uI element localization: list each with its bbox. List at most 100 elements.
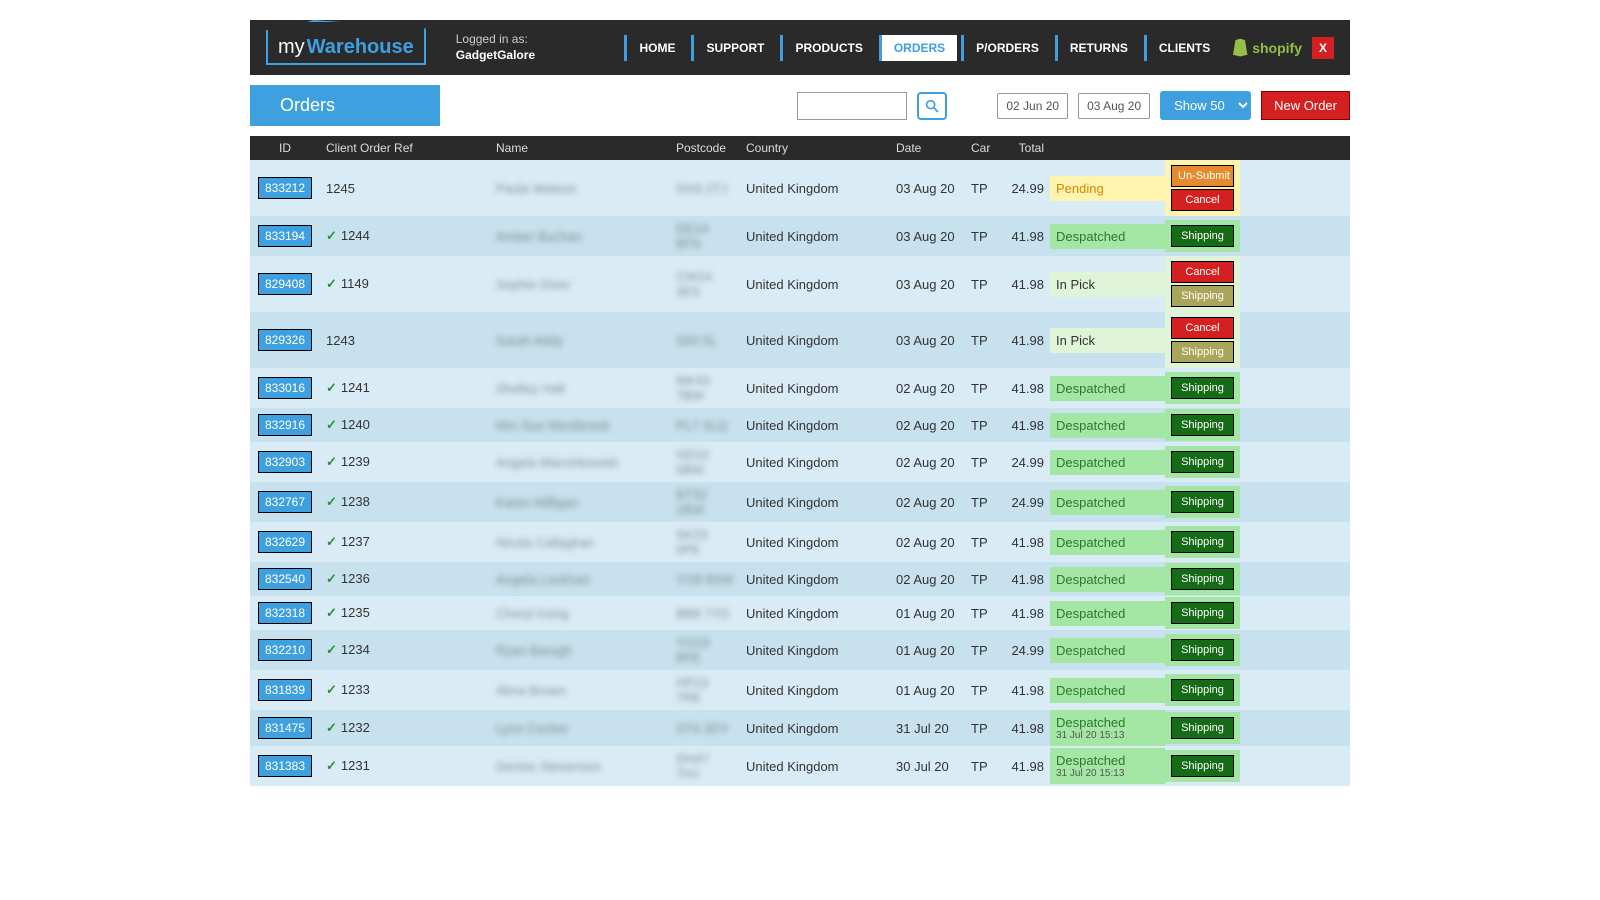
close-button[interactable]: X: [1312, 37, 1334, 59]
order-id-button[interactable]: 833212: [258, 177, 312, 199]
top-bar: myWarehouse Logged in as: GadgetGalore H…: [250, 20, 1350, 75]
status-cell: Pending: [1050, 176, 1165, 201]
order-id-button[interactable]: 829326: [258, 329, 312, 351]
shipping-button[interactable]: Shipping: [1171, 491, 1234, 513]
order-id-button[interactable]: 832629: [258, 531, 312, 553]
new-order-button[interactable]: New Order: [1261, 91, 1350, 120]
col-id: ID: [250, 136, 320, 160]
order-id-button[interactable]: 832210: [258, 639, 312, 661]
shipping-button[interactable]: Shipping: [1171, 451, 1234, 473]
nav-clients[interactable]: CLIENTS: [1144, 35, 1222, 61]
search-input[interactable]: [797, 92, 907, 120]
carrier: TP: [965, 716, 1000, 741]
table-row: 833212 1245 Paula Watson DH3 2TJ United …: [250, 160, 1350, 216]
logo[interactable]: myWarehouse: [266, 30, 426, 65]
status-cell: Despatched: [1050, 638, 1165, 663]
order-id-button[interactable]: 832318: [258, 602, 312, 624]
unsubmit-button[interactable]: Un-Submit: [1171, 165, 1234, 187]
postcode: DH47 7HJ: [676, 751, 709, 781]
order-id-button[interactable]: 832916: [258, 414, 312, 436]
carrier: TP: [965, 530, 1000, 555]
shipping-button[interactable]: Shipping: [1171, 341, 1234, 363]
country: United Kingdom: [740, 567, 890, 592]
order-id-button[interactable]: 832903: [258, 451, 312, 473]
order-id-button[interactable]: 829408: [258, 273, 312, 295]
order-total: 24.99: [1000, 176, 1050, 201]
carrier: TP: [965, 450, 1000, 475]
cancel-button[interactable]: Cancel: [1171, 317, 1234, 339]
cancel-button[interactable]: Cancel: [1171, 261, 1234, 283]
customer-name: Cheryl Irving: [496, 606, 569, 621]
carrier: TP: [965, 413, 1000, 438]
order-id-button[interactable]: 831839: [258, 679, 312, 701]
order-id-button[interactable]: 831383: [258, 755, 312, 777]
order-id-button[interactable]: 833194: [258, 225, 312, 247]
carrier: TP: [965, 601, 1000, 626]
client-ref: 1238: [341, 494, 370, 509]
shipping-button[interactable]: Shipping: [1171, 602, 1234, 624]
order-id-button[interactable]: 832540: [258, 568, 312, 590]
status-cell: Despatched: [1050, 224, 1165, 249]
status-cell: Despatched: [1050, 413, 1165, 438]
country: United Kingdom: [740, 601, 890, 626]
shipping-button[interactable]: Shipping: [1171, 225, 1234, 247]
status-cell: Despatched31 Jul 20 15:13: [1050, 710, 1165, 746]
order-total: 41.98: [1000, 530, 1050, 555]
check-icon: ✓: [326, 758, 337, 773]
shipping-button[interactable]: Shipping: [1171, 568, 1234, 590]
shipping-button[interactable]: Shipping: [1171, 679, 1234, 701]
order-date: 01 Aug 20: [890, 601, 965, 626]
postcode: SK23 0PE: [676, 527, 708, 557]
check-icon: ✓: [326, 276, 337, 291]
check-icon: ✓: [326, 228, 337, 243]
customer-name: Angela Marcinkowski: [496, 455, 618, 470]
client-ref: 1237: [341, 534, 370, 549]
table-row: 829408 ✓1149 Sophie Diver CW14 3ES Unite…: [250, 256, 1350, 312]
order-id-button[interactable]: 833016: [258, 377, 312, 399]
status-cell: Despatched: [1050, 530, 1165, 555]
postcode: BB8 7YD: [676, 606, 729, 621]
shipping-button[interactable]: Shipping: [1171, 755, 1234, 777]
order-date: 02 Aug 20: [890, 530, 965, 555]
client-ref: 1245: [326, 181, 355, 196]
status-cell: Despatched: [1050, 678, 1165, 703]
shipping-button[interactable]: Shipping: [1171, 717, 1234, 739]
country: United Kingdom: [740, 754, 890, 779]
postcode: YO8 8SW: [676, 572, 734, 587]
order-date: 01 Aug 20: [890, 638, 965, 663]
shopify-link[interactable]: shopify: [1226, 39, 1308, 57]
shipping-button[interactable]: Shipping: [1171, 285, 1234, 307]
logo-prefix: my: [278, 36, 305, 59]
search-button[interactable]: [917, 92, 947, 120]
shipping-button[interactable]: Shipping: [1171, 531, 1234, 553]
order-id-button[interactable]: 831475: [258, 717, 312, 739]
nav-returns[interactable]: RETURNS: [1055, 35, 1140, 61]
customer-name: Sophie Diver: [496, 277, 570, 292]
nav-orders[interactable]: ORDERS: [879, 35, 957, 61]
customer-name: Denise Stevenson: [496, 759, 602, 774]
customer-name: Nicola Callaghan: [496, 535, 594, 550]
carrier: TP: [965, 490, 1000, 515]
col-car: Car: [965, 136, 1000, 160]
cancel-button[interactable]: Cancel: [1171, 189, 1234, 211]
table-row: 832916 ✓1240 Mrs Sue Westbrook PL7 4LQ U…: [250, 408, 1350, 442]
order-id-button[interactable]: 832767: [258, 491, 312, 513]
table-row: 833016 ✓1241 Shelley Hall MK43 7BW Unite…: [250, 368, 1350, 408]
logo-suffix: Warehouse: [307, 36, 414, 59]
show-count-select[interactable]: Show 50: [1160, 91, 1251, 120]
nav-support[interactable]: SUPPORT: [691, 35, 776, 61]
customer-name: Ryan Barugh: [496, 643, 572, 658]
shipping-button[interactable]: Shipping: [1171, 377, 1234, 399]
shipping-button[interactable]: Shipping: [1171, 639, 1234, 661]
date-from[interactable]: 02 Jun 20: [997, 93, 1068, 119]
nav-porders[interactable]: P/ORDERS: [961, 35, 1051, 61]
postcode: BT32 1BW: [676, 487, 707, 517]
table-body: 833212 1245 Paula Watson DH3 2TJ United …: [250, 160, 1350, 786]
customer-name: Mrs Sue Westbrook: [496, 418, 610, 433]
nav-products[interactable]: PRODUCTS: [780, 35, 874, 61]
shipping-button[interactable]: Shipping: [1171, 414, 1234, 436]
nav-home[interactable]: HOME: [624, 35, 687, 61]
date-to[interactable]: 03 Aug 20: [1078, 93, 1150, 119]
client-ref: 1232: [341, 720, 370, 735]
check-icon: ✓: [326, 494, 337, 509]
